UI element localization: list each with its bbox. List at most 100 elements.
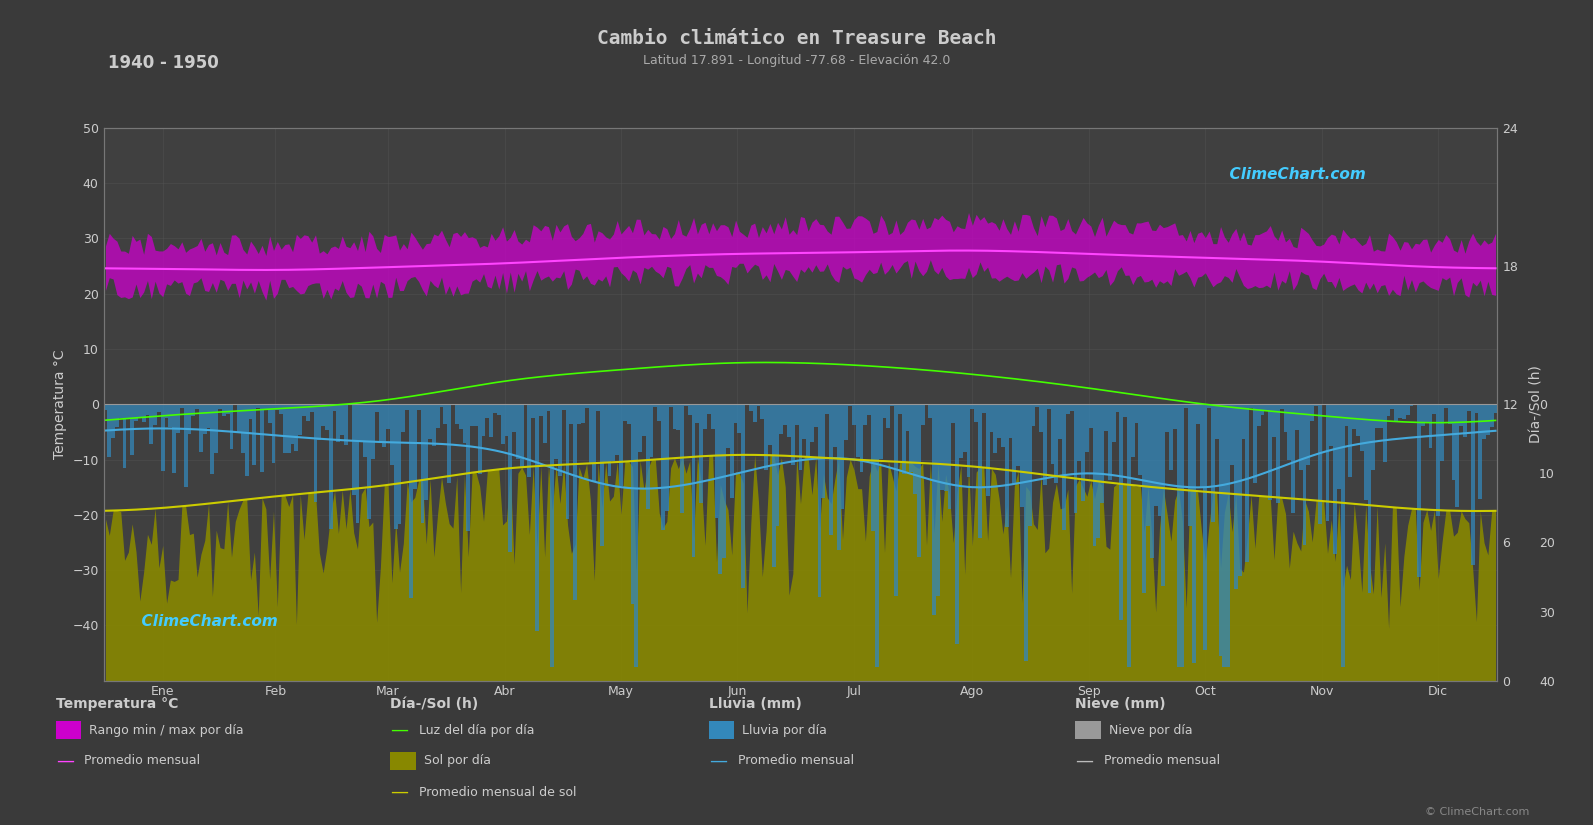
Bar — [1047, 404, 1051, 409]
Bar — [631, 404, 634, 604]
Bar — [836, 404, 841, 550]
Bar — [215, 404, 218, 453]
Bar — [1085, 404, 1088, 451]
Bar — [910, 404, 913, 472]
Bar — [382, 404, 386, 446]
Text: Latitud 17.891 - Longitud -77.68 - Elevación 42.0: Latitud 17.891 - Longitud -77.68 - Eleva… — [644, 54, 949, 67]
Bar — [112, 404, 115, 438]
Bar — [360, 404, 363, 441]
Bar — [1207, 404, 1211, 408]
Bar — [707, 404, 710, 414]
Bar — [158, 404, 161, 412]
Bar — [1192, 404, 1196, 662]
Bar — [119, 404, 123, 417]
Bar — [844, 404, 847, 441]
Bar — [787, 404, 792, 437]
Bar — [1013, 404, 1016, 484]
Bar — [1235, 404, 1238, 589]
Bar — [290, 404, 295, 444]
Bar — [344, 404, 347, 446]
Bar — [188, 404, 191, 434]
Bar — [1298, 404, 1303, 469]
Bar — [688, 404, 691, 415]
Bar — [902, 404, 905, 474]
Bar — [970, 404, 975, 409]
Bar — [1222, 404, 1227, 667]
Bar — [1317, 404, 1322, 524]
Bar — [696, 404, 699, 422]
Bar — [1134, 404, 1139, 422]
Bar — [806, 404, 809, 457]
Bar — [879, 404, 883, 459]
Bar — [505, 404, 508, 436]
Bar — [1429, 404, 1432, 447]
Bar — [890, 404, 894, 406]
Bar — [1164, 404, 1169, 432]
Text: Sol por día: Sol por día — [424, 754, 491, 767]
Bar — [1088, 404, 1093, 427]
Bar — [760, 404, 765, 419]
Bar — [252, 404, 256, 464]
Bar — [530, 404, 535, 417]
Bar — [753, 404, 757, 422]
Bar — [650, 404, 653, 457]
Bar — [768, 404, 773, 445]
Bar — [489, 404, 494, 437]
Bar — [271, 404, 276, 464]
Bar — [145, 404, 150, 415]
Bar — [683, 404, 688, 406]
Bar — [481, 404, 486, 436]
Bar — [847, 404, 852, 406]
Bar — [1077, 404, 1082, 461]
Bar — [494, 404, 497, 412]
Bar — [229, 404, 234, 449]
Bar — [863, 404, 867, 425]
Bar — [757, 404, 760, 407]
Bar — [809, 404, 814, 442]
Bar — [1383, 404, 1386, 462]
Bar — [918, 404, 921, 558]
Bar — [328, 404, 333, 529]
Bar — [822, 404, 825, 497]
Bar — [784, 404, 787, 426]
Y-axis label: Día-/Sol (h): Día-/Sol (h) — [1529, 365, 1544, 443]
Bar — [467, 404, 470, 531]
Bar — [459, 404, 462, 429]
Bar — [1219, 404, 1222, 656]
Bar — [546, 404, 550, 411]
Bar — [948, 404, 951, 509]
Bar — [126, 404, 131, 419]
Bar — [604, 404, 607, 462]
Text: 1940 - 1950: 1940 - 1950 — [108, 54, 220, 72]
Bar — [1375, 404, 1380, 428]
Bar — [1432, 404, 1437, 413]
Bar — [875, 404, 879, 667]
Bar — [1459, 404, 1462, 427]
Bar — [226, 404, 229, 413]
Text: Día-/Sol (h): Día-/Sol (h) — [390, 697, 478, 711]
Bar — [333, 404, 336, 412]
Bar — [1344, 404, 1349, 426]
Bar — [1394, 404, 1399, 422]
Bar — [1380, 404, 1383, 428]
Bar — [1475, 404, 1478, 413]
Bar — [585, 404, 588, 408]
Bar — [1494, 404, 1497, 412]
Bar — [886, 404, 890, 428]
Bar — [180, 404, 183, 408]
Bar — [894, 404, 898, 596]
Bar — [202, 404, 207, 434]
Bar — [746, 404, 749, 405]
Bar — [573, 404, 577, 601]
Bar — [207, 404, 210, 428]
Bar — [1051, 404, 1055, 464]
Bar — [932, 404, 937, 615]
Bar — [1039, 404, 1043, 431]
Bar — [1254, 404, 1257, 483]
Bar — [1352, 404, 1356, 429]
Bar — [1112, 404, 1115, 442]
Bar — [1410, 404, 1413, 406]
Bar — [1456, 404, 1459, 507]
Bar — [620, 404, 623, 486]
Text: Lluvia por día: Lluvia por día — [742, 724, 827, 737]
